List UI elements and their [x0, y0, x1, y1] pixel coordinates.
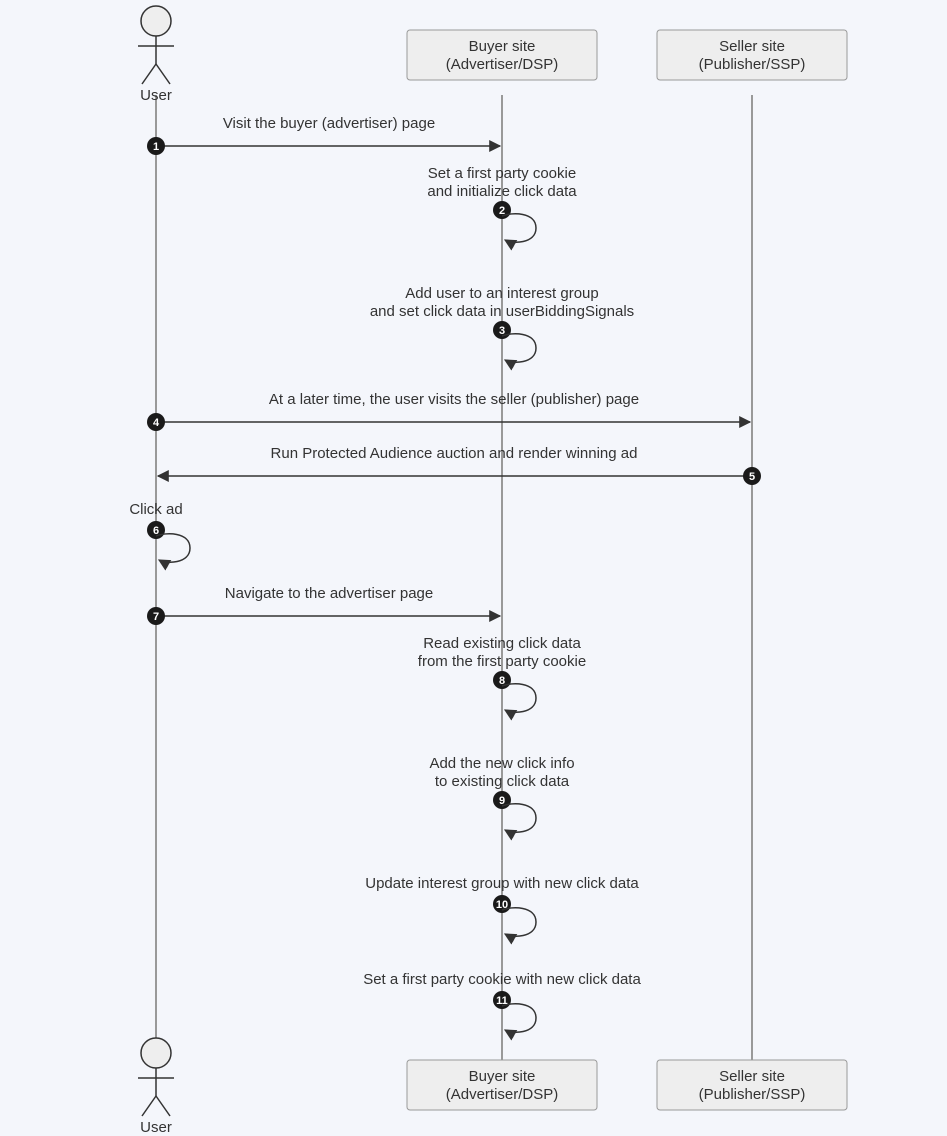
- msg-label-11: Set a first party cookie with new click …: [363, 971, 641, 988]
- svg-text:Seller site: Seller site: [719, 38, 785, 55]
- svg-text:Seller site: Seller site: [719, 1068, 785, 1085]
- msg-label-8: Read existing click data: [423, 635, 581, 652]
- svg-text:Buyer site: Buyer site: [469, 38, 536, 55]
- msg-label-7: Navigate to the advertiser page: [225, 585, 433, 602]
- step-number-4: 4: [153, 417, 160, 429]
- msg-label-1: Visit the buyer (advertiser) page: [223, 115, 435, 132]
- diagram-svg: UserBuyer site(Advertiser/DSP)Seller sit…: [0, 0, 947, 1136]
- msg-label-5: Run Protected Audience auction and rende…: [271, 445, 638, 462]
- msg-label-4: At a later time, the user visits the sel…: [269, 391, 639, 408]
- svg-text:(Publisher/SSP): (Publisher/SSP): [699, 1086, 806, 1103]
- svg-text:(Advertiser/DSP): (Advertiser/DSP): [446, 56, 559, 73]
- msg-label-3: and set click data in userBiddingSignals: [370, 303, 634, 320]
- msg-label-2: Set a first party cookie: [428, 165, 576, 182]
- step-number-7: 7: [153, 611, 159, 623]
- svg-text:Buyer site: Buyer site: [469, 1068, 536, 1085]
- msg-label-10: Update interest group with new click dat…: [365, 875, 639, 892]
- svg-text:(Publisher/SSP): (Publisher/SSP): [699, 56, 806, 73]
- msg-label-9: to existing click data: [435, 773, 570, 790]
- step-number-5: 5: [749, 471, 755, 483]
- svg-text:User: User: [140, 1119, 172, 1136]
- msg-label-8: from the first party cookie: [418, 653, 586, 670]
- step-number-1: 1: [153, 141, 159, 153]
- msg-label-9: Add the new click info: [429, 755, 574, 772]
- svg-text:User: User: [140, 87, 172, 104]
- svg-text:(Advertiser/DSP): (Advertiser/DSP): [446, 1086, 559, 1103]
- msg-label-2: and initialize click data: [427, 183, 577, 200]
- sequence-diagram: UserBuyer site(Advertiser/DSP)Seller sit…: [0, 0, 947, 1136]
- msg-label-3: Add user to an interest group: [405, 285, 598, 302]
- msg-label-6: Click ad: [129, 501, 182, 518]
